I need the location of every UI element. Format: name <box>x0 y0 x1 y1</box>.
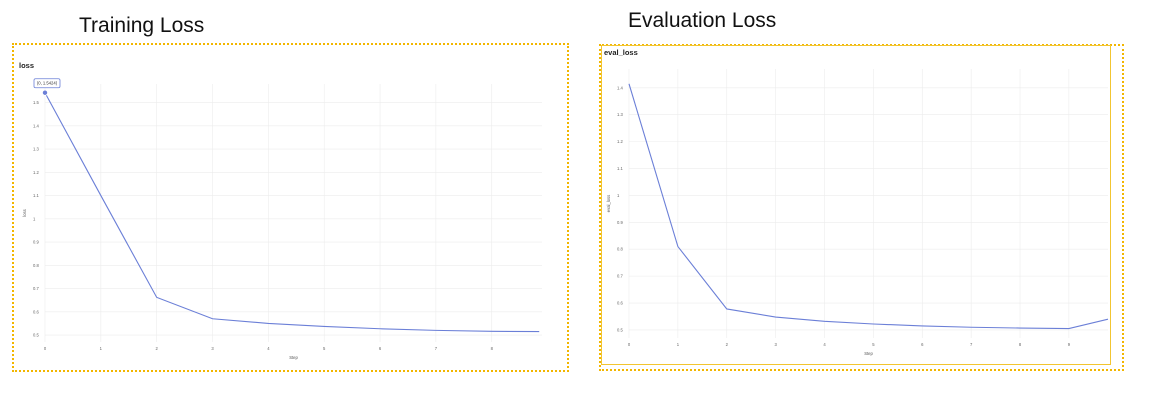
train-y-tick-label: 1.2 <box>33 170 39 175</box>
eval-x-tick-label: 5 <box>872 342 875 347</box>
eval-y-tick-label: 0.5 <box>617 327 623 332</box>
eval-chart-card <box>601 45 1111 365</box>
train-x-tick-label: 3 <box>211 346 214 351</box>
eval-y-tick-label: 1.1 <box>617 166 623 171</box>
train-y-tick-label: 0.6 <box>33 309 39 314</box>
evaluation-loss-heading: Evaluation Loss <box>628 9 777 32</box>
eval-x-tick-label: 1 <box>677 342 680 347</box>
train-hover-point <box>42 89 49 96</box>
eval-y-tick-label: 1.3 <box>617 112 623 117</box>
train-y-tick-label: 1.3 <box>33 147 39 152</box>
train-chart-title: loss <box>19 61 34 70</box>
train-y-tick-label: 0.5 <box>33 333 39 338</box>
eval-y-tick-label: 1.4 <box>617 85 623 90</box>
eval-y-tick-label: 0.7 <box>617 274 623 279</box>
eval-x-tick-label: 3 <box>774 342 777 347</box>
eval-x-tick-label: 2 <box>726 342 729 347</box>
eval-y-tick-label: 0.6 <box>617 301 623 306</box>
train-y-tick-label: 1 <box>33 216 36 221</box>
train-y-tick-label: 1.5 <box>33 100 39 105</box>
train-tooltip-text: (0, 1.5424) <box>37 81 58 86</box>
train-x-axis-label: Step <box>289 355 298 360</box>
train-x-tick-label: 2 <box>156 346 159 351</box>
eval-y-tick-label: 1.2 <box>617 139 623 144</box>
train-y-axis-label: loss <box>22 209 27 216</box>
eval-x-axis-label: Step <box>864 351 873 356</box>
training-loss-frame <box>12 43 569 372</box>
eval-x-tick-label: 4 <box>823 342 826 347</box>
train-series-line <box>44 92 540 333</box>
train-x-tick-label: 8 <box>491 346 494 351</box>
training-loss-heading: Training Loss <box>79 14 205 37</box>
train-x-tick-label: 0 <box>44 346 47 351</box>
train-y-tick-label: 0.8 <box>33 263 39 268</box>
train-chart: loss 0.5 0.6 0.7 0.8 0.9 1 1.1 1.2 1.3 1.4 1.5 0 1 2 3 4… <box>19 61 542 360</box>
train-y-tick-label: 0.7 <box>33 286 39 291</box>
eval-y-tick-label: 0.9 <box>617 220 623 225</box>
eval-x-tick-label: 9 <box>1068 342 1071 347</box>
eval-y-tick-label: 0.8 <box>617 247 623 252</box>
eval-chart-title: eval_loss <box>604 48 638 57</box>
train-x-tick-label: 5 <box>323 346 326 351</box>
train-x-tick-label: 7 <box>435 346 438 351</box>
eval-y-axis-label: eval_loss <box>606 195 611 212</box>
train-y-tick-label: 1.1 <box>33 193 39 198</box>
eval-y-tick-label: 1 <box>617 193 620 198</box>
train-y-tick-label: 1.4 <box>33 123 39 128</box>
eval-x-tick-label: 6 <box>921 342 924 347</box>
eval-x-tick-label: 8 <box>1019 342 1022 347</box>
eval-series-line <box>628 83 1109 330</box>
eval-chart: eval_loss 0.5 0.6 0.7 0.8 0.9 1 1.1 1.2 1.3 1.4 0 1 2… <box>604 48 1109 356</box>
train-x-tick-label: 4 <box>267 346 270 351</box>
train-tooltip-box <box>33 78 61 89</box>
train-x-tick-label: 6 <box>379 346 382 351</box>
train-x-tick-label: 1 <box>100 346 103 351</box>
eval-x-tick-label: 0 <box>628 342 631 347</box>
eval-x-tick-label: 7 <box>970 342 973 347</box>
train-y-tick-label: 0.9 <box>33 240 39 245</box>
